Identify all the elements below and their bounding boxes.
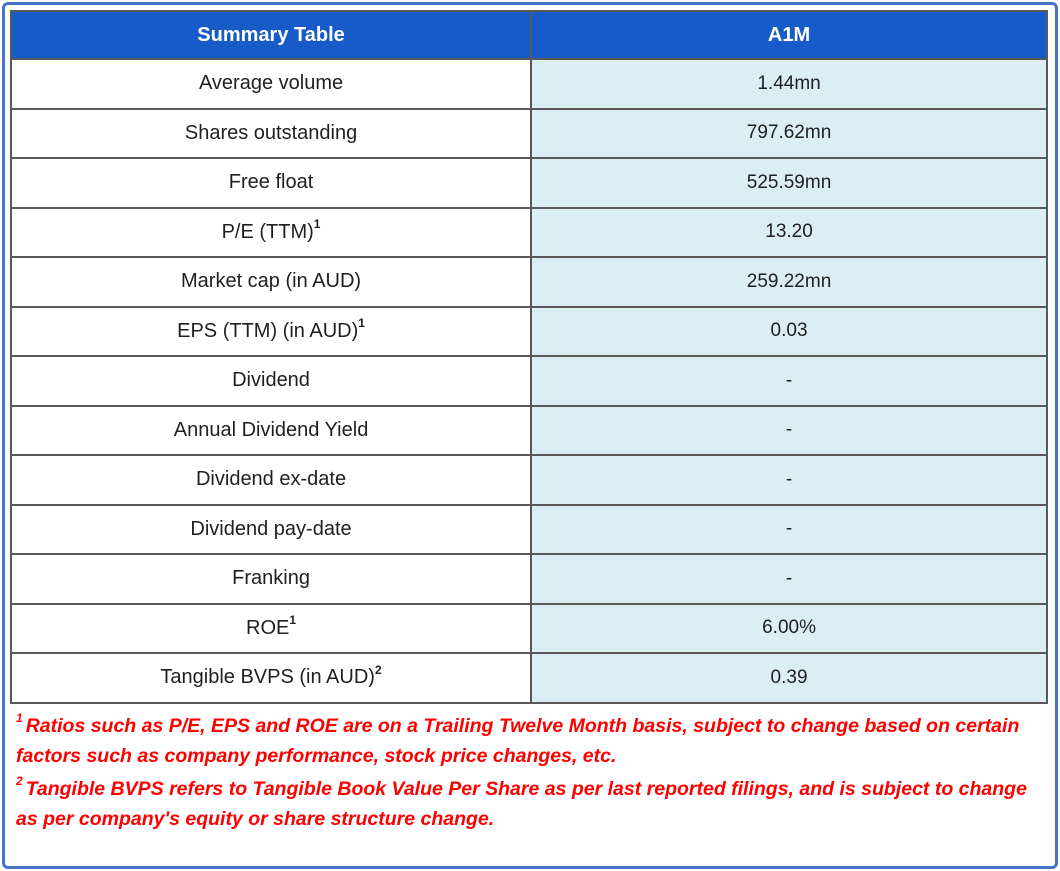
metric-superscript: 2 <box>374 662 382 677</box>
metric-superscript: 1 <box>313 217 321 232</box>
table-row: ROE1 6.00% <box>9 602 1048 654</box>
footnotes-section: 1 Ratios such as P/E, EPS and ROE are on … <box>10 711 1048 834</box>
metric-value: 1.44mn <box>530 58 1048 110</box>
header-row: Summary Table A1M <box>9 10 1048 60</box>
metric-label: Annual Dividend Yield <box>9 404 533 456</box>
metric-label: Dividend ex-date <box>9 454 533 506</box>
metric-superscript: 1 <box>289 613 297 628</box>
metric-value: - <box>530 503 1048 555</box>
footnote-2-superscript: 2 <box>16 774 23 788</box>
metric-label: Shares outstanding <box>9 107 533 159</box>
metric-label: Tangible BVPS (in AUD)2 <box>9 652 533 704</box>
table-row: P/E (TTM)1 13.20 <box>9 206 1048 258</box>
table-row: Dividend - <box>9 355 1048 407</box>
summary-table: Summary Table A1M Average volume 1.44mn Sh… <box>9 10 1048 704</box>
metric-value: 797.62mn <box>530 107 1048 159</box>
metric-value: 259.22mn <box>530 256 1048 308</box>
metric-value: 525.59mn <box>530 157 1048 209</box>
ticker-header-cell: A1M <box>530 10 1048 60</box>
table-body: Average volume 1.44mn Shares outstanding 79… <box>9 58 1048 704</box>
metric-label: EPS (TTM) (in AUD)1 <box>9 305 533 357</box>
table-row: Shares outstanding 797.62mn <box>9 107 1048 159</box>
table-row: Dividend ex-date - <box>9 454 1048 506</box>
metric-value: 0.39 <box>530 652 1048 704</box>
table-row: Market cap (in AUD) 259.22mn <box>9 256 1048 308</box>
table-row: Annual Dividend Yield - <box>9 404 1048 456</box>
metric-label: Market cap (in AUD) <box>9 256 533 308</box>
table-row: Average volume 1.44mn <box>9 58 1048 110</box>
table-row: Dividend pay-date - <box>9 503 1048 555</box>
metric-label: Dividend <box>9 355 533 407</box>
metric-value: - <box>530 355 1048 407</box>
footnote-1-text: Ratios such as P/E, EPS and ROE are on a… <box>16 714 1020 767</box>
footnote-2-text: Tangible BVPS refers to Tangible Book Va… <box>16 777 1027 830</box>
metric-value: 13.20 <box>530 206 1048 258</box>
footnote-1: 1 Ratios such as P/E, EPS and ROE are on … <box>16 711 1042 771</box>
metric-label: Franking <box>9 553 533 605</box>
table-row: Tangible BVPS (in AUD)2 0.39 <box>9 652 1048 704</box>
metric-label: Dividend pay-date <box>9 503 533 555</box>
table-row: EPS (TTM) (in AUD)1 0.03 <box>9 305 1048 357</box>
metric-value: - <box>530 553 1048 605</box>
metric-value: 0.03 <box>530 305 1048 357</box>
table-row: Free float 525.59mn <box>9 157 1048 209</box>
footnote-2: 2 Tangible BVPS refers to Tangible Book V… <box>16 774 1042 834</box>
table-row: Franking - <box>9 553 1048 605</box>
metric-label: ROE1 <box>9 602 533 654</box>
metric-superscript: 1 <box>358 316 365 331</box>
metric-label: Average volume <box>9 58 533 110</box>
metric-value: - <box>530 454 1048 506</box>
summary-table-header-cell: Summary Table <box>9 10 533 60</box>
metric-value: - <box>530 404 1048 456</box>
metric-label: P/E (TTM)1 <box>9 206 533 258</box>
footnote-1-superscript: 1 <box>16 711 23 725</box>
metric-label: Free float <box>9 157 533 209</box>
metric-value: 6.00% <box>530 602 1048 654</box>
